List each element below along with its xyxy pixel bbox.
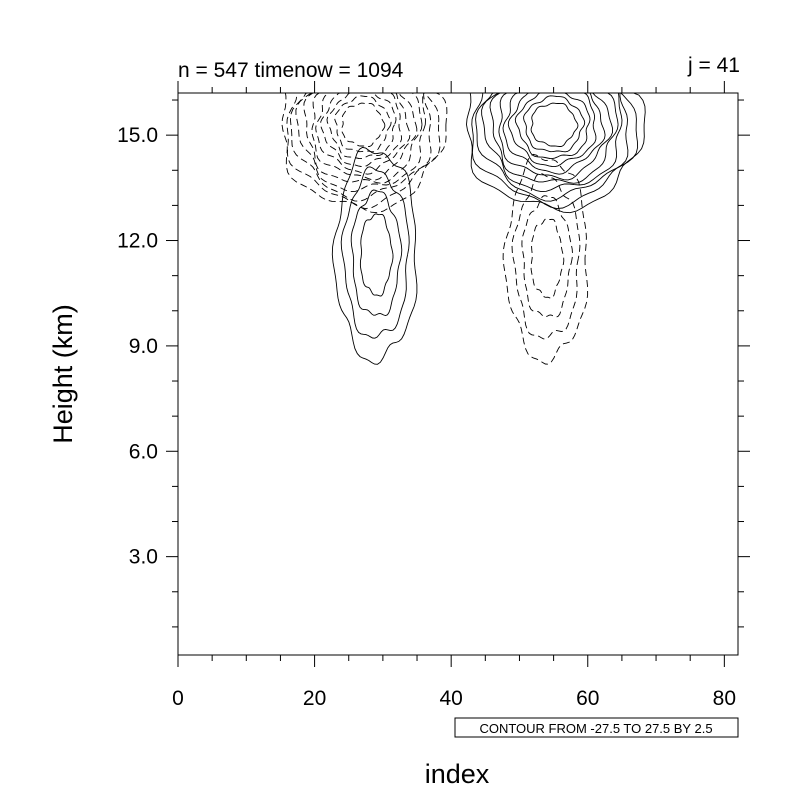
plot-frame <box>177 92 739 656</box>
lower-negative-cell-contour <box>502 153 589 365</box>
y-tick-label: 12.0 <box>117 230 158 253</box>
contour-info-box <box>454 717 739 738</box>
lower-negative-cell-contour <box>530 218 565 299</box>
upper-negative-cell-contour <box>341 102 386 147</box>
contour-info-label: CONTOUR FROM -27.5 TO 27.5 BY 2.5 <box>479 721 712 736</box>
upper-negative-cell-contour <box>320 92 402 168</box>
x-tick-label: 0 <box>172 687 184 710</box>
lower-negative-cell-contour <box>511 172 581 340</box>
upper-positive-cell-contour <box>514 92 591 160</box>
y-tick-label: 15.0 <box>117 124 158 147</box>
upper-positive-cell-contour <box>523 95 586 153</box>
x-tick-label: 60 <box>576 687 599 710</box>
upper-positive-cell-contour <box>530 102 579 147</box>
x-tick-label: 20 <box>303 687 326 710</box>
upper-positive-cell-contour <box>475 92 629 202</box>
x-tick-label: 80 <box>713 687 736 710</box>
y-tick-label: 6.0 <box>129 440 158 463</box>
y-axis-label: Height (km) <box>48 304 78 444</box>
upper-negative-cell-contour <box>326 92 397 160</box>
lower-positive-cell-contour <box>331 146 418 365</box>
upper-positive-cell-contour <box>489 92 619 184</box>
upper-negative-cell-contour <box>281 92 448 214</box>
lower-positive-cell-contour <box>350 189 403 316</box>
lower-positive-cell-contour <box>359 213 394 297</box>
y-tick-label: 9.0 <box>129 335 158 358</box>
y-tick-label: 3.0 <box>129 546 158 569</box>
upper-positive-cell-contour <box>481 92 623 193</box>
upper-negative-cell-contour <box>334 95 392 153</box>
x-tick-label: 40 <box>439 687 462 710</box>
title-left: n = 547 timenow = 1094 <box>178 59 404 82</box>
contour-lines <box>281 92 646 365</box>
lower-negative-cell-contour <box>521 195 573 318</box>
upper-positive-cell-contour <box>466 92 646 214</box>
axes: 0 20 40 60 80 3.0 6.0 9.0 12.0 15.0 <box>117 81 750 710</box>
upper-negative-cell-contour <box>286 92 441 210</box>
upper-negative-cell-contour <box>289 92 432 202</box>
lower-positive-cell-contour <box>340 166 410 339</box>
upper-positive-cell-contour <box>507 92 597 168</box>
upper-positive-cell-contour <box>471 92 639 210</box>
upper-negative-cell-contour <box>295 92 426 193</box>
title-right: j = 41 <box>687 54 740 77</box>
x-axis-label: index <box>425 759 490 789</box>
upper-negative-cell-contour <box>315 92 411 175</box>
